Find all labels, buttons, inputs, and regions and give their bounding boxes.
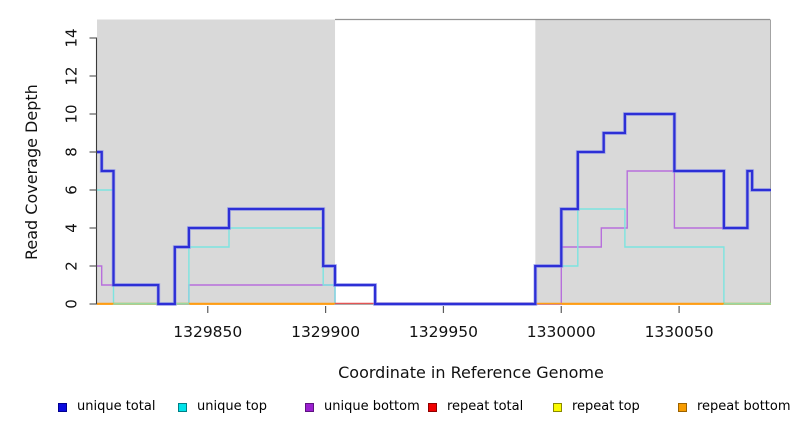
legend-item-unique-bottom: unique bottom — [305, 399, 420, 415]
shaded-region — [535, 19, 771, 305]
y-axis-title: Read Coverage Depth — [22, 84, 41, 260]
legend-item-repeat-total: repeat total — [428, 399, 523, 415]
legend-item-repeat-top: repeat top — [553, 399, 640, 415]
x-tick-label: 1330000 — [527, 323, 596, 341]
y-tick-label: 6 — [63, 185, 81, 195]
y-tick-label: 4 — [63, 223, 81, 233]
legend: unique total unique top unique bottom repea… — [0, 399, 792, 419]
x-tick-label: 1330050 — [645, 323, 714, 341]
legend-item-unique-total: unique total — [58, 399, 155, 415]
y-tick-label: 10 — [63, 104, 81, 123]
legend-swatch-unique-total — [58, 402, 67, 412]
legend-item-unique-top: unique top — [178, 399, 267, 415]
legend-label: unique bottom — [324, 399, 420, 414]
legend-swatch-repeat-total — [428, 402, 437, 412]
x-tick-label: 1329900 — [291, 323, 360, 341]
series-line-unique-top — [97, 189, 771, 305]
y-tick-label: 12 — [63, 66, 81, 85]
x-tick-label: 1329950 — [409, 323, 478, 341]
y-tick-label: 2 — [63, 261, 81, 271]
legend-item-repeat-bottom: repeat bottom — [678, 399, 791, 415]
legend-swatch-repeat-bottom — [678, 402, 687, 412]
legend-label: repeat total — [447, 399, 524, 414]
legend-label: unique top — [197, 399, 268, 414]
x-tick-label: 1329850 — [173, 323, 242, 341]
legend-swatch-unique-top — [178, 402, 187, 412]
shaded-region — [97, 19, 336, 305]
x-axis-title: Coordinate in Reference Genome — [338, 363, 604, 382]
legend-label: repeat top — [572, 399, 640, 414]
y-tick-label: 8 — [63, 147, 81, 157]
series-line-unique-total — [97, 112, 771, 306]
legend-label: repeat bottom — [697, 399, 791, 414]
y-tick-label: 14 — [63, 28, 81, 47]
y-tick-label: 0 — [63, 299, 81, 309]
legend-swatch-repeat-top — [553, 402, 562, 412]
legend-swatch-unique-bottom — [305, 402, 314, 412]
legend-label: unique total — [77, 399, 156, 414]
